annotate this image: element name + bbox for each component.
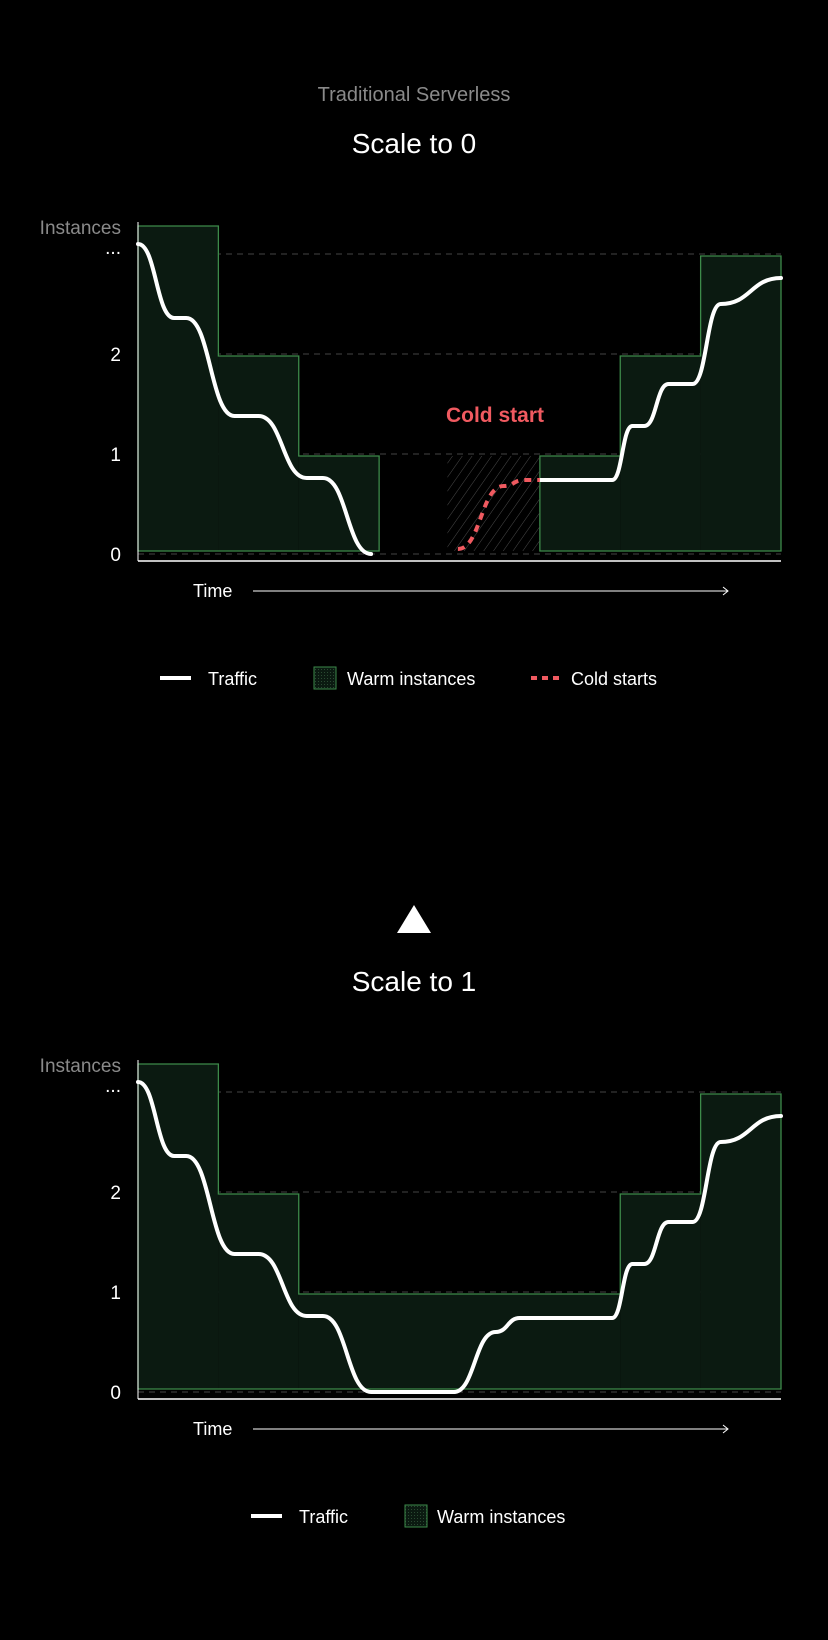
legend-warm-swatch xyxy=(313,666,337,690)
warm-instances-outline xyxy=(539,255,782,552)
legend-chart-2: Traffic Warm instances xyxy=(251,1504,565,1528)
chart-scale-to-0: 0 1 2...Instances Time Cold start xyxy=(40,218,783,601)
legend-cold-label: Cold starts xyxy=(571,669,657,689)
cold-start-annotation: Cold start xyxy=(446,404,544,427)
warm-instance-block xyxy=(700,1094,781,1389)
warm-instance-block xyxy=(700,256,781,551)
page-subtitle: Traditional Serverless xyxy=(318,84,511,106)
triangle-up-icon xyxy=(397,905,431,933)
x-axis-label: Time xyxy=(193,1419,232,1439)
cold-start-line xyxy=(457,478,540,551)
warm-instance-block xyxy=(138,1064,219,1389)
y-tick-label: 1 xyxy=(110,1283,121,1304)
arrow-head-icon xyxy=(722,1424,729,1434)
y-tick-label: 0 xyxy=(110,1383,121,1404)
y-tick-label: 2 xyxy=(110,345,121,366)
traffic-line xyxy=(537,276,783,483)
arrow-head-icon xyxy=(722,586,729,596)
warm-instances-outline xyxy=(137,225,380,552)
chart-2-title: Scale to 1 xyxy=(352,966,477,997)
legend-warm-label: Warm instances xyxy=(437,1507,565,1527)
cold-start-region xyxy=(447,456,540,551)
traffic-line xyxy=(136,1080,456,1395)
chart-scale-to-1: 0 1 2...Instances Time xyxy=(40,1056,783,1439)
warm-instance-block xyxy=(539,456,621,551)
traffic-line xyxy=(451,1114,783,1394)
warm-instance-block xyxy=(298,1294,621,1389)
legend-traffic-label: Traffic xyxy=(299,1507,348,1527)
warm-instance-block xyxy=(138,226,219,551)
y-axis-label: Instances xyxy=(40,218,121,239)
traffic-line xyxy=(136,242,374,556)
y-tick-label: ... xyxy=(105,1076,121,1097)
y-axis-label: Instances xyxy=(40,1056,121,1077)
y-tick-label: 0 xyxy=(110,545,121,566)
warm-instance-block xyxy=(298,456,380,551)
legend-warm-label: Warm instances xyxy=(347,669,475,689)
y-tick-label: ... xyxy=(105,238,121,259)
legend-traffic-label: Traffic xyxy=(208,669,257,689)
legend-chart-1: Traffic Warm instances Cold starts xyxy=(160,666,657,690)
chart-1-title: Scale to 0 xyxy=(352,128,477,159)
y-tick-label: 1 xyxy=(110,445,121,466)
y-tick-label: 2 xyxy=(110,1183,121,1204)
legend-warm-swatch xyxy=(404,1504,428,1528)
x-axis-label: Time xyxy=(193,581,232,601)
